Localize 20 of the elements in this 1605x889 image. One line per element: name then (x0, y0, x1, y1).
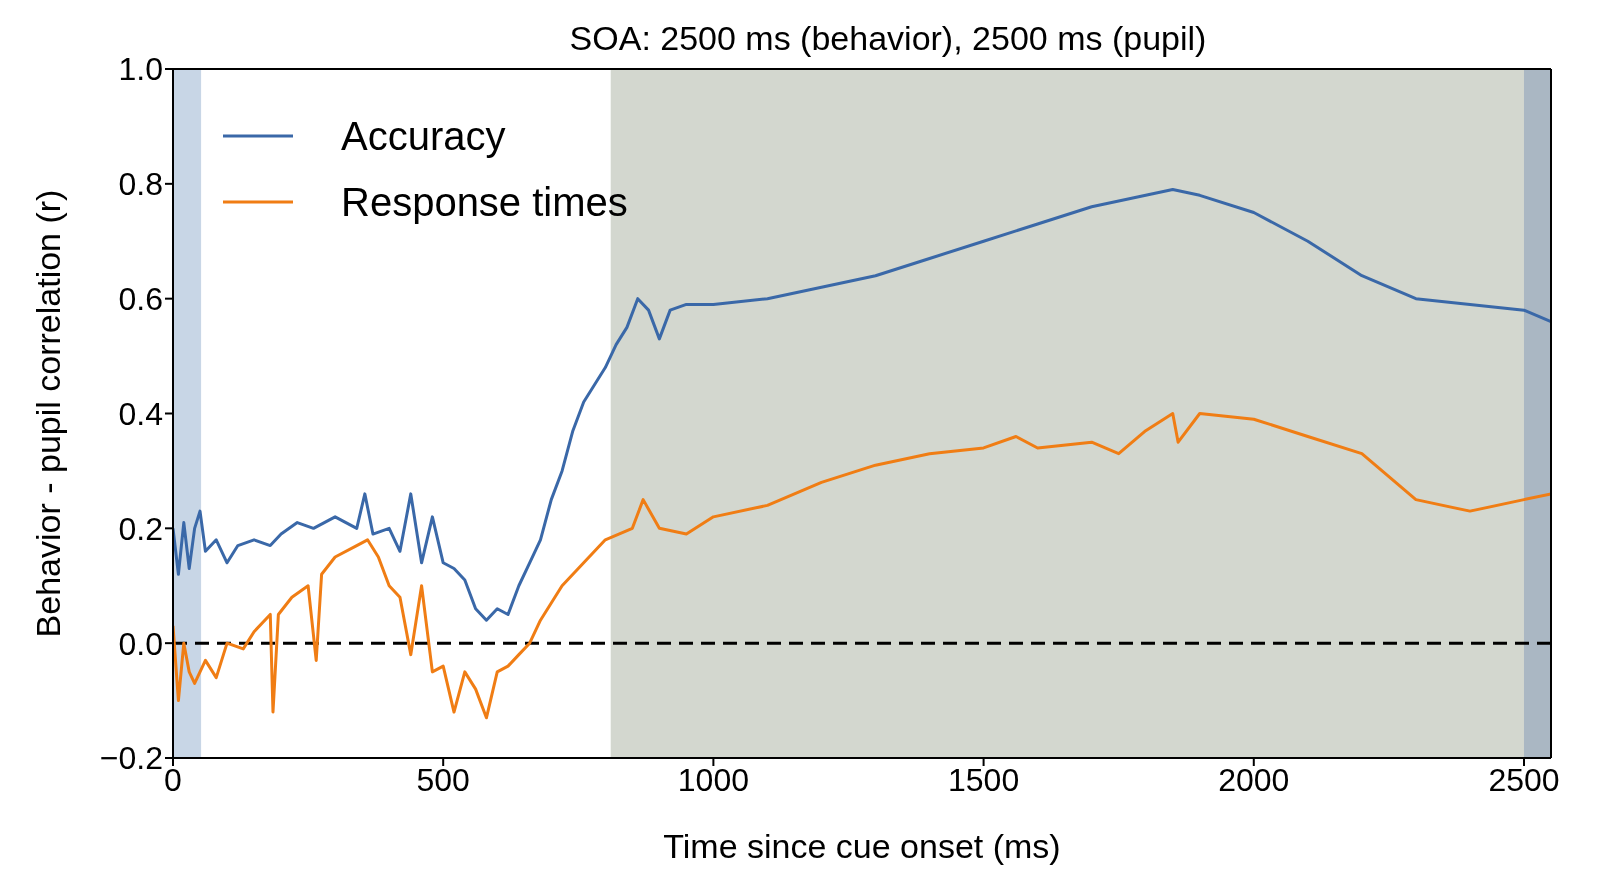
line-series (173, 412, 1551, 720)
legend-label: Accuracy (341, 113, 506, 159)
x-tick-label: 500 (416, 761, 470, 798)
y-tick-label: 0.0 (118, 625, 163, 662)
line-series (173, 188, 1551, 622)
chart-title: SOA: 2500 ms (behavior), 2500 ms (pupil) (569, 19, 1207, 57)
x-tick-label: 2000 (1218, 761, 1290, 798)
y-tick-label: 0.8 (118, 166, 163, 203)
x-axis-title: Time since cue onset (ms) (663, 827, 1061, 865)
x-tick-label: 1000 (677, 761, 749, 798)
y-tick-label: 0.6 (118, 281, 163, 318)
y-tick-label: 1.0 (118, 51, 163, 88)
x-tick-label: 0 (164, 761, 182, 798)
x-tick-label: 1500 (947, 761, 1020, 798)
y-tick-label: −0.2 (99, 740, 163, 777)
x-tick-label: 2500 (1488, 761, 1560, 798)
legend-label: Response times (341, 179, 628, 225)
y-tick-label: 0.4 (118, 395, 163, 432)
y-tick-label: 0.2 (118, 510, 163, 547)
y-axis-title: Behavior - pupil correlation (r) (29, 189, 68, 638)
